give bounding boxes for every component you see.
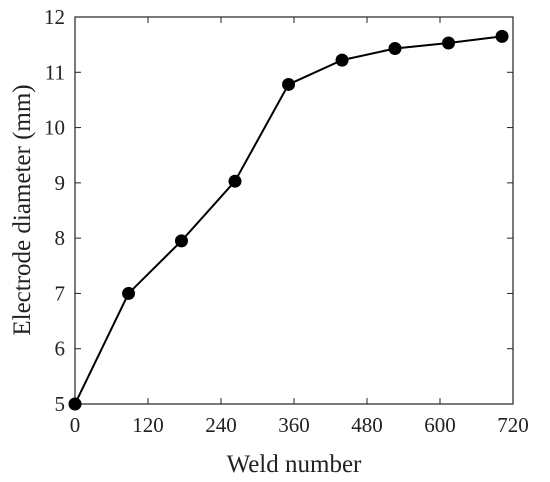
y-axis-label: Electrode diameter (mm): [9, 84, 36, 335]
y-tick-label: 9: [55, 171, 66, 195]
x-tick-label: 120: [132, 413, 164, 437]
y-tick-label: 10: [44, 116, 65, 140]
data-point: [335, 53, 349, 67]
series-line: [74, 35, 503, 405]
y-tick-label: 5: [55, 392, 66, 416]
data-point: [388, 42, 402, 56]
axis-tick-labels: 0 120 240 360 480 600 720 5 6 7 8 9 10 11 12: [44, 5, 529, 437]
data-point: [228, 174, 242, 188]
data-series: [68, 29, 509, 411]
data-point: [174, 234, 188, 248]
x-tick-label: 480: [351, 413, 383, 437]
y-tick-label: 7: [55, 281, 66, 305]
axis-ticks: [74, 16, 514, 405]
plot-frame: [74, 16, 514, 405]
x-tick-label: 720: [497, 413, 529, 437]
y-tick-label: 6: [55, 337, 66, 361]
data-point: [442, 36, 456, 50]
y-tick-label: 8: [55, 226, 66, 250]
x-tick-label: 600: [424, 413, 456, 437]
x-tick-label: 360: [278, 413, 310, 437]
x-tick-label: 0: [70, 413, 81, 437]
data-point: [68, 397, 82, 411]
data-point: [122, 286, 136, 300]
x-axis-label: Weld number: [227, 451, 362, 478]
x-tick-label: 240: [205, 413, 237, 437]
y-tick-label: 12: [44, 5, 65, 29]
y-tick-label: 11: [45, 60, 65, 84]
data-point: [495, 29, 509, 43]
data-point: [282, 77, 296, 91]
